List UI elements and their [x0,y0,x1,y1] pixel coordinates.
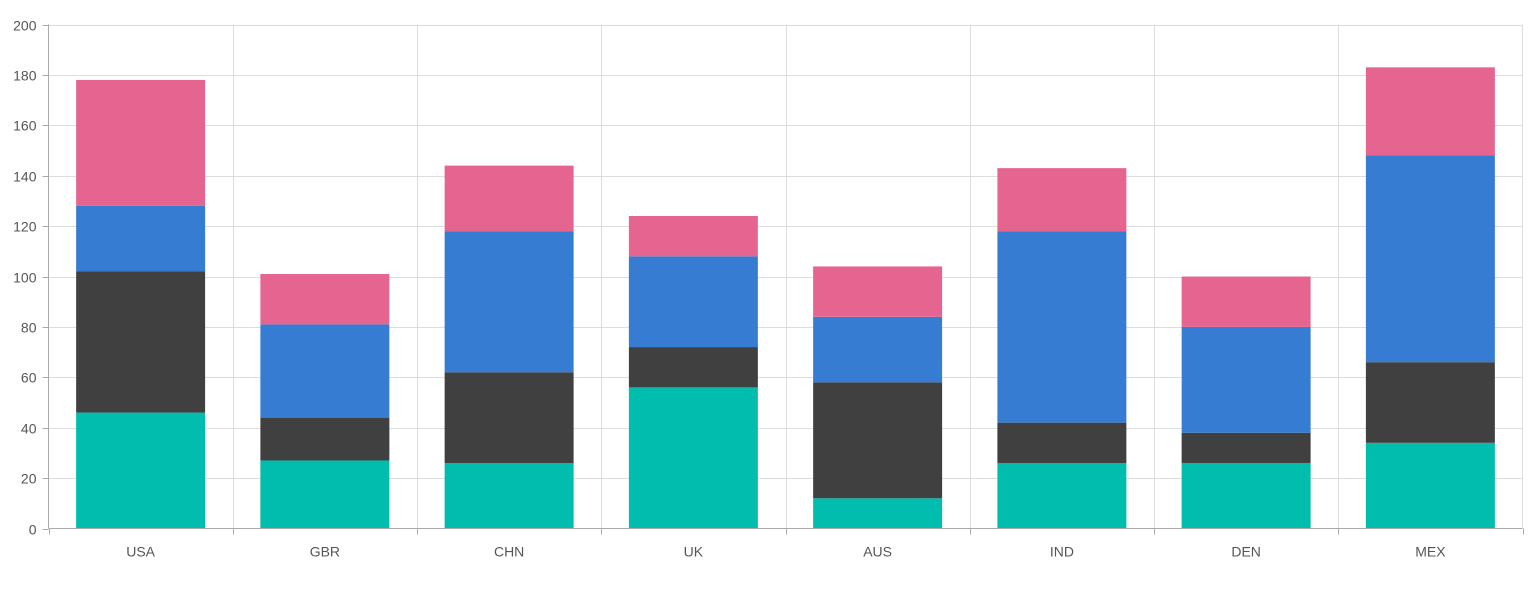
y-tick-label: 80 [21,320,37,336]
y-tick-label: 160 [13,118,37,134]
bar-aus-series-2[interactable] [813,382,943,499]
y-tick-label: 120 [13,219,37,235]
y-tick-label: 0 [29,522,37,538]
x-tick-label: USA [126,544,155,560]
bar-layer [76,67,1495,529]
bar-gbr-series-1[interactable] [260,460,390,529]
bar-aus-series-1[interactable] [813,498,943,529]
bar-ind-series-3[interactable] [997,231,1127,423]
x-tick-label: AUS [863,544,892,560]
bar-mex-series-4[interactable] [1365,67,1495,156]
bar-usa-series-3[interactable] [76,205,206,272]
bar-aus-series-4[interactable] [813,266,943,317]
bar-mex-series-1[interactable] [1365,442,1495,529]
bar-den-series-3[interactable] [1181,326,1311,433]
y-tick-label: 180 [13,68,37,84]
bar-usa-series-4[interactable] [76,79,206,206]
x-tick-label: GBR [310,544,340,560]
y-tick-label: 140 [13,169,37,185]
bar-den-series-1[interactable] [1181,462,1311,529]
bar-ind-series-4[interactable] [997,168,1127,232]
bar-gbr-series-3[interactable] [260,324,390,418]
bar-ind-series-2[interactable] [997,422,1127,463]
x-tick-label: MEX [1415,544,1446,560]
y-tick-label: 40 [21,421,37,437]
bar-gbr-series-2[interactable] [260,417,390,461]
axis-layer [42,24,1524,535]
bar-chn-series-2[interactable] [444,372,574,463]
bar-usa-series-2[interactable] [76,271,206,413]
bar-chn-series-1[interactable] [444,462,574,529]
bar-aus-series-3[interactable] [813,316,943,383]
bar-uk-series-1[interactable] [628,387,758,529]
x-tick-label: CHN [494,544,524,560]
bar-mex-series-3[interactable] [1365,155,1495,363]
grid-layer [48,24,1523,529]
bar-uk-series-3[interactable] [628,256,758,348]
x-tick-label: DEN [1231,544,1261,560]
bar-uk-series-4[interactable] [628,216,758,257]
bar-ind-series-1[interactable] [997,462,1127,529]
bar-usa-series-1[interactable] [76,412,206,529]
bar-chn-series-4[interactable] [444,165,574,232]
y-tick-label: 20 [21,471,37,487]
x-tick-label: IND [1050,544,1074,560]
y-tick-label: 200 [13,18,37,34]
label-layer: 0 20 40 60 80 100 120 140 160 180 200 USA GBR CHN UK AU… [13,18,1446,560]
x-tick-label: UK [684,544,704,560]
bar-gbr-series-4[interactable] [260,273,390,325]
bar-chn-series-3[interactable] [444,231,574,373]
y-tick-label: 60 [21,370,37,386]
y-tick-label: 100 [13,270,37,286]
bar-uk-series-2[interactable] [628,347,758,388]
bar-mex-series-2[interactable] [1365,362,1495,443]
bar-den-series-4[interactable] [1181,276,1311,327]
bar-den-series-2[interactable] [1181,432,1311,463]
